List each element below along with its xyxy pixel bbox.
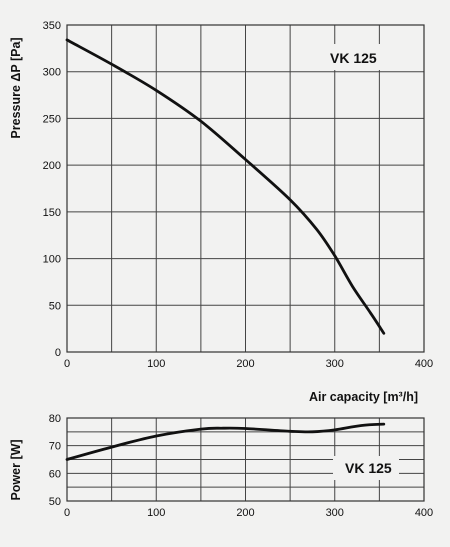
power-curve [65,422,386,461]
p-y-tick-label: 100 [43,254,61,266]
pressure-title-background [322,44,386,70]
pressure-chart-title: VK 125 [330,50,377,66]
w-y-tick-label: 60 [49,468,61,480]
power-title-background [333,456,399,480]
p-y-tick-label: 300 [43,67,61,79]
w-y-tick-label: 80 [49,413,61,425]
pressure-x-axis-title: Air capacity [m³/h] [309,390,418,404]
p-x-tick-label: 0 [64,358,70,370]
w-x-tick-label: 300 [326,507,344,519]
p-x-tick-label: 300 [326,358,344,370]
power-chart: 0 100 200 300 400 50 60 70 80 VK 125 Power [W] [9,413,433,519]
p-x-tick-label: 400 [415,358,433,370]
p-y-tick-label: 50 [49,300,61,312]
pressure-curve [65,38,386,335]
p-x-tick-label: 100 [147,358,165,370]
p-y-tick-label: 150 [43,207,61,219]
p-y-tick-label: 200 [43,160,61,172]
w-x-tick-label: 100 [147,507,165,519]
w-y-tick-label: 50 [49,496,61,508]
pressure-chart: 0 100 200 300 400 0 50 100 150 200 250 300 350 VK 12… [9,20,433,404]
p-y-tick-label: 250 [43,113,61,125]
w-y-tick-label: 70 [49,441,61,453]
power-chart-title: VK 125 [345,460,392,476]
w-x-tick-label: 200 [236,507,254,519]
w-x-tick-label: 400 [415,507,433,519]
w-x-tick-label: 0 [64,507,70,519]
p-y-tick-label: 350 [43,20,61,32]
p-x-tick-label: 200 [236,358,254,370]
p-y-tick-label: 0 [55,347,61,359]
power-y-axis-title: Power [W] [9,439,23,500]
pressure-y-axis-title: Pressure ΔP [Pa] [9,37,23,138]
pressure-plot-frame [66,24,425,353]
